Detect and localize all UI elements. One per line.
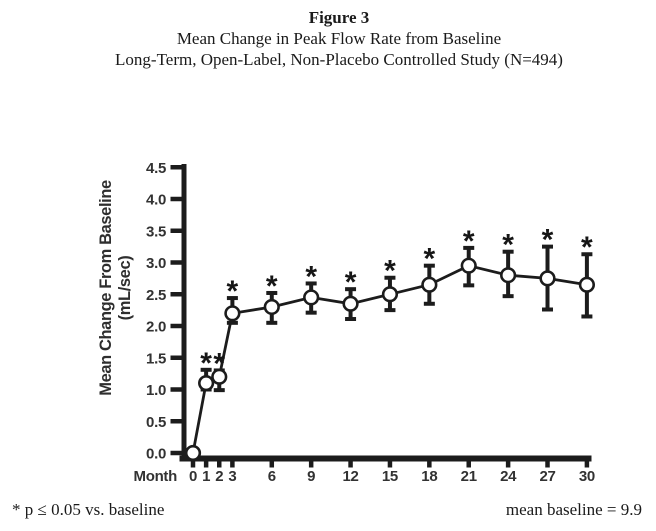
x-tick-label: 0	[189, 468, 197, 485]
data-point-month-15	[381, 286, 399, 303]
y-tick-label: 3.5	[146, 223, 166, 240]
y-tick-label: 1.0	[146, 382, 166, 399]
data-point-month-2	[211, 368, 228, 385]
data-point-month-27	[539, 270, 556, 287]
significance-asterisk: *	[345, 266, 357, 299]
x-tick-label: 15	[382, 468, 398, 485]
y-axis-title-line1: Mean Change From Baseline	[97, 180, 115, 396]
x-tick-label: 3	[228, 468, 236, 485]
data-point-month-24	[500, 267, 517, 284]
x-tick-label: 2	[215, 468, 223, 485]
y-tick-label: 4.5	[146, 160, 166, 177]
x-tick-label: 18	[421, 468, 437, 485]
y-tick-label: 3.0	[146, 255, 166, 272]
x-tick-label: 12	[343, 468, 359, 485]
y-tick-label: 2.0	[146, 319, 166, 336]
x-tick-label: 9	[307, 468, 315, 485]
significance-asterisk: *	[200, 347, 212, 380]
significance-asterisk: *	[266, 270, 278, 303]
data-point-month-30	[578, 276, 596, 293]
x-tick-label: 21	[461, 468, 477, 485]
mean-baseline-note: mean baseline = 9.9	[505, 500, 642, 519]
significance-asterisk: *	[581, 231, 593, 264]
y-tick-label: 2.5	[146, 287, 166, 304]
y-tick-label: 4.0	[146, 192, 166, 209]
significance-markers: * ** * * * * ** * * *	[200, 224, 593, 381]
significance-footnote: * p ≤ 0.05 vs. baseline	[12, 500, 165, 519]
x-axis-title: Month	[134, 468, 178, 485]
data-point-month-6	[263, 298, 280, 316]
y-tick-label: 0.0	[146, 446, 166, 463]
y-tick-label: 0.5	[146, 414, 166, 431]
significance-asterisk: *	[213, 347, 225, 380]
y-axis-title-line2: (mL/sec)	[116, 256, 134, 321]
x-tick-label: 24	[500, 468, 517, 485]
x-tick-label: 1	[202, 468, 210, 485]
significance-asterisk: *	[305, 260, 317, 293]
data-point-month-9	[303, 289, 320, 306]
figure-number: Figure 3	[308, 8, 370, 27]
significance-asterisk: *	[384, 255, 396, 288]
x-tick-label: 30	[579, 468, 595, 485]
significance-asterisk: *	[227, 275, 239, 308]
data-point-month-18	[421, 276, 438, 293]
significance-asterisk: *	[502, 229, 514, 262]
significance-asterisk: *	[423, 243, 435, 276]
data-point-month-21	[460, 257, 477, 274]
figure-title: Mean Change in Peak Flow Rate from Basel…	[176, 29, 502, 48]
figure-title-block: Figure 3 Mean Change in Peak Flow Rate f…	[24, 7, 654, 70]
x-tick-label: 6	[268, 468, 276, 485]
data-series	[184, 257, 596, 462]
error-bars	[200, 244, 593, 393]
y-tick-label: 1.5	[146, 350, 166, 367]
data-point-month-12	[342, 295, 359, 312]
data-point-month-3	[224, 305, 241, 322]
significance-asterisk: *	[542, 224, 554, 257]
data-point-month-0	[184, 444, 202, 462]
figure-subtitle: Long-Term, Open-Label, Non-Placebo Contr…	[115, 50, 563, 69]
x-tick-label: 27	[539, 468, 555, 485]
axes: 0.00.51.01.52.02.53.03.54.04.50 1 2 3 6 9 12 15…	[97, 160, 595, 485]
data-point-month-1	[198, 375, 215, 392]
significance-asterisk: *	[463, 225, 475, 258]
